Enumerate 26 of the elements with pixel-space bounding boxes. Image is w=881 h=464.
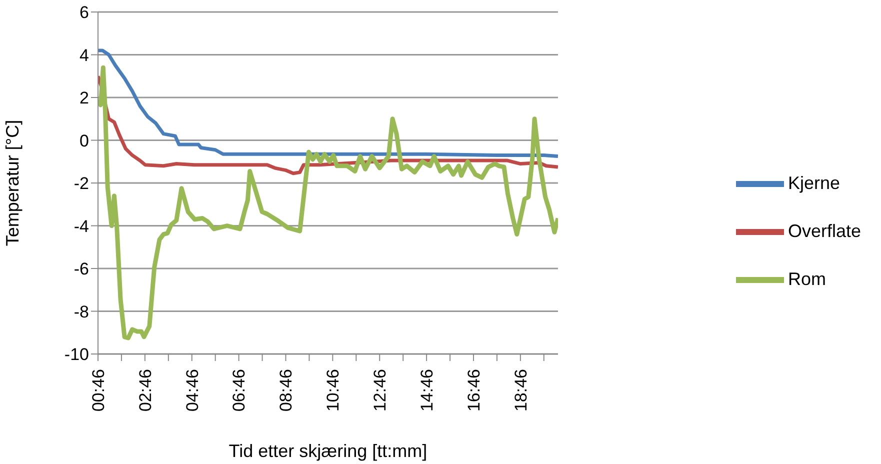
x-tick-label: 16:46 xyxy=(464,369,484,412)
y-tick-label: 0 xyxy=(80,131,89,150)
y-tick-label: -4 xyxy=(74,216,89,236)
y-tick-label: 4 xyxy=(80,46,89,65)
y-tick-label: 6 xyxy=(80,3,89,22)
x-tick-label: 10:46 xyxy=(324,369,343,412)
x-axis-title: Tid etter skjæring [tt:mm] xyxy=(228,440,428,461)
legend-label: Overflate xyxy=(788,220,861,241)
x-tick-label: 14:46 xyxy=(418,369,436,412)
y-tick-label: 2 xyxy=(80,88,89,108)
legend-label: Kjerne xyxy=(788,172,840,193)
x-tick-label: 08:46 xyxy=(276,369,296,412)
line-series xyxy=(98,65,558,340)
line-series xyxy=(98,48,558,158)
x-tick-label: 04:46 xyxy=(182,369,202,412)
legend-label: Rom xyxy=(788,268,826,289)
x-tick-label: 06:46 xyxy=(230,369,249,412)
x-tick-label: 00:46 xyxy=(88,369,108,412)
y-tick-label: -8 xyxy=(74,302,89,322)
y-axis-title: Temperatur [°C] xyxy=(2,120,22,246)
x-tick-label: 02:46 xyxy=(136,369,155,412)
y-tick-label: -6 xyxy=(74,260,89,279)
x-tick-label: 12:46 xyxy=(370,369,390,412)
y-tick-label: -10 xyxy=(64,345,89,364)
y-tick-label: -2 xyxy=(74,174,89,194)
x-tick-label: 18:46 xyxy=(511,369,530,412)
